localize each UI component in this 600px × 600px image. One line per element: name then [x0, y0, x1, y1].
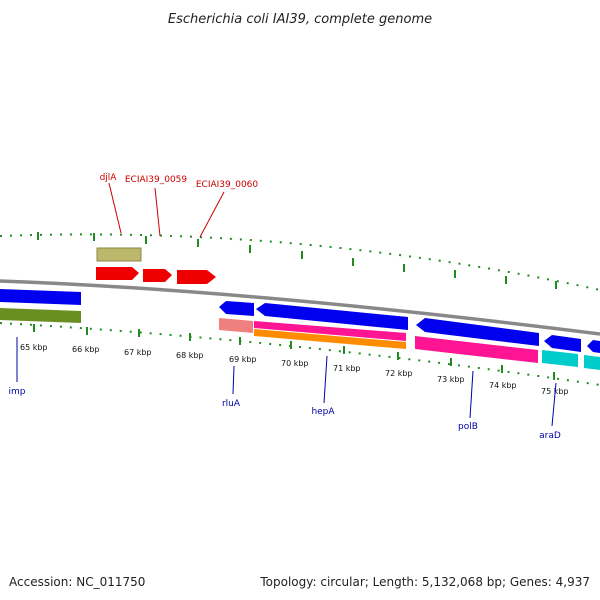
gene-label-ECIAI39-0060[interactable]: ECIAI39_0060	[196, 180, 259, 190]
cyan-feature[interactable]	[542, 350, 578, 367]
kbp-label: 67 kbp	[124, 348, 152, 357]
kbp-label: 65 kbp	[20, 343, 48, 352]
kbp-label: 68 kbp	[176, 351, 204, 360]
leader-line	[154, 187, 161, 237]
gene-djlA-arrow[interactable]	[96, 267, 139, 280]
inner-track-ticks	[33, 324, 555, 380]
leader-line	[551, 382, 557, 427]
reverse-strand-features	[0, 289, 600, 370]
leader-line	[232, 365, 235, 395]
gene-ECIAI39-0060-arrow[interactable]	[177, 270, 216, 284]
leader-line	[323, 355, 328, 404]
gene-imp-arrow[interactable]	[0, 289, 81, 305]
top-gene-labels: djlA ECIAI39_0059 ECIAI39_0060	[100, 173, 259, 238]
kbp-label: 72 kbp	[385, 369, 413, 378]
magenta-feature-2[interactable]	[415, 336, 538, 363]
olive-feature[interactable]	[0, 308, 81, 323]
salmon-feature[interactable]	[219, 318, 253, 333]
kbp-label: 69 kbp	[229, 355, 257, 364]
forward-strand-features	[96, 247, 216, 284]
outer-track-ticks	[37, 232, 557, 289]
kbp-label: 71 kbp	[333, 364, 361, 373]
leader-line	[469, 370, 474, 419]
outer-dotted-track	[0, 233, 600, 291]
blue-feature-edge[interactable]	[587, 340, 600, 353]
gene-label-rluA[interactable]: rluA	[222, 399, 241, 409]
genome-backbone	[0, 279, 600, 336]
kbp-label: 66 kbp	[72, 345, 100, 354]
kbp-label: 73 kbp	[437, 375, 465, 384]
magenta-feature[interactable]	[254, 321, 406, 341]
accession-text: Accession: NC_011750	[9, 575, 145, 589]
gene-label-ECIAI39-0059[interactable]: ECIAI39_0059	[125, 175, 188, 185]
gene-ECIAI39-0059-arrow[interactable]	[143, 269, 172, 282]
map-title: Escherichia coli IAI39, complete genome	[168, 12, 432, 27]
kbp-label: 70 kbp	[281, 359, 309, 368]
orange-feature[interactable]	[254, 329, 406, 349]
bottom-gene-labels: imp rluA hepA polB araD	[9, 337, 561, 441]
gene-label-polB[interactable]: polB	[458, 422, 478, 432]
kbp-label: 74 kbp	[489, 381, 517, 390]
genome-summary-text: Topology: circular; Length: 5,132,068 bp…	[259, 575, 590, 589]
inner-dotted-track	[0, 322, 600, 386]
gene-label-araD[interactable]: araD	[539, 431, 561, 441]
gene-araD-arrow[interactable]	[544, 335, 581, 352]
gene-rluA-arrow[interactable]	[219, 301, 254, 316]
leader-line	[199, 191, 225, 238]
gene-label-imp[interactable]: imp	[9, 387, 26, 397]
gene-label-hepA[interactable]: hepA	[311, 407, 335, 417]
gene-label-djlA[interactable]: djlA	[100, 173, 118, 183]
khaki-feature[interactable]	[96, 247, 142, 262]
cyan-feature-edge[interactable]	[584, 355, 600, 370]
gene-polB-arrow[interactable]	[416, 318, 539, 346]
leader-line	[108, 182, 122, 234]
gene-hepA-arrow[interactable]	[256, 303, 408, 330]
